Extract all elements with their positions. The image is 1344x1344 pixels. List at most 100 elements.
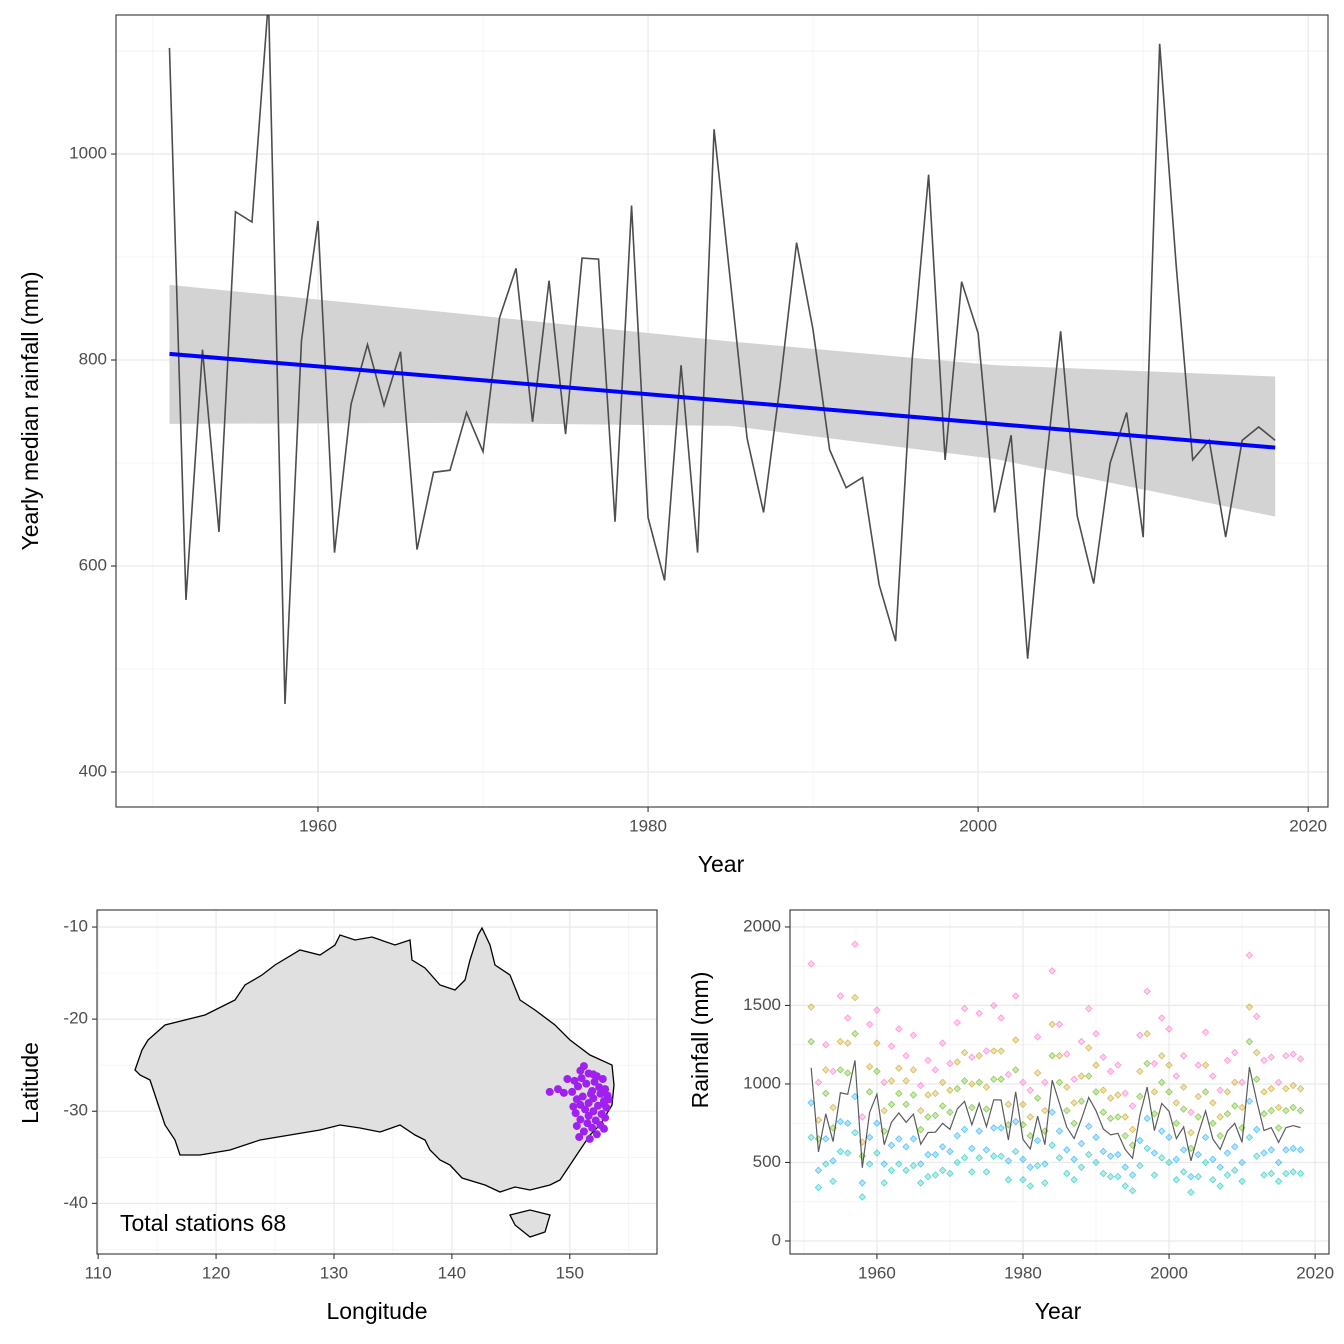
data-point [1216, 1182, 1224, 1190]
data-point [1128, 1125, 1137, 1134]
data-point [1165, 1088, 1173, 1096]
data-point [1187, 1188, 1195, 1197]
data-point [1055, 1127, 1064, 1135]
station-point [586, 1089, 595, 1098]
data-point [1296, 1106, 1305, 1115]
axes-layer: 1960 1980 2000 2020 400 600 800 1000 Year Yearly … [17, 14, 1334, 1324]
data-point [843, 1119, 852, 1127]
data-point [807, 1133, 815, 1142]
data-point [1033, 1069, 1042, 1077]
data-point [1209, 1099, 1217, 1107]
data-point [1048, 967, 1056, 975]
data-point [1048, 1108, 1056, 1116]
data-point [1282, 1084, 1290, 1093]
data-point [1194, 1172, 1203, 1181]
data-point [1296, 1084, 1305, 1093]
data-point [887, 1077, 896, 1085]
data-point [1026, 1086, 1035, 1095]
data-point [1011, 1066, 1020, 1074]
data-point [990, 1124, 998, 1132]
data-point [1099, 1086, 1108, 1095]
data-point [829, 1103, 837, 1112]
data-point [1296, 1055, 1305, 1063]
data-point [1274, 1124, 1283, 1132]
data-point [916, 1125, 925, 1134]
x-tick-label: 150 [556, 1263, 584, 1282]
data-point [938, 1166, 947, 1175]
data-point [924, 1091, 932, 1099]
data-point [1165, 1025, 1173, 1033]
data-point [997, 1152, 1005, 1160]
data-point [1216, 1163, 1224, 1171]
data-point [1136, 1031, 1144, 1040]
station-point [569, 1102, 578, 1111]
y-axis-title: Latitude [17, 1042, 43, 1124]
station-point [589, 1070, 598, 1079]
data-point [895, 1135, 903, 1143]
data-point [1201, 1158, 1210, 1167]
data-point [1238, 1103, 1246, 1112]
data-point [1187, 1128, 1195, 1137]
data-point [1106, 1094, 1115, 1102]
data-point [1296, 1169, 1305, 1178]
data-point [1143, 1114, 1151, 1123]
data-point [960, 1077, 969, 1085]
data-point [1216, 1086, 1224, 1095]
data-point [865, 1133, 874, 1142]
data-point [975, 1078, 983, 1087]
y-tick-label: 1000 [743, 1073, 781, 1092]
station-point [559, 1088, 568, 1097]
y-tick-label: 800 [79, 350, 107, 369]
y-tick-label: -40 [63, 1193, 88, 1212]
data-point [975, 1009, 983, 1018]
data-point [1026, 1182, 1035, 1190]
median-line [810, 1060, 1301, 1168]
data-point [873, 1039, 881, 1047]
y-tick-label: 600 [79, 555, 107, 574]
panel-border [789, 909, 1330, 1255]
data-point [814, 1166, 823, 1175]
data-point [968, 1080, 976, 1088]
data-point [1070, 1099, 1078, 1107]
data-point [902, 1166, 910, 1175]
data-point [1041, 1106, 1049, 1115]
data-point [1187, 1144, 1195, 1153]
data-point [1019, 1155, 1027, 1164]
data-point [1099, 1053, 1108, 1062]
plot-area [807, 940, 1305, 1201]
station-point [592, 1130, 601, 1139]
data-point [1274, 1103, 1283, 1112]
data-point [865, 1062, 874, 1071]
data-point [990, 1001, 998, 1010]
data-point [887, 1100, 896, 1109]
y-axis-title: Rainfall (mm) [687, 972, 713, 1109]
data-point [1267, 1106, 1276, 1115]
data-point [1172, 1099, 1181, 1107]
data-point [865, 1020, 874, 1029]
data-point [1231, 1166, 1239, 1175]
data-point [960, 1048, 969, 1057]
data-point [916, 1179, 925, 1187]
data-point [1209, 1072, 1217, 1080]
data-point [1245, 1097, 1254, 1105]
data-point [1245, 1133, 1254, 1142]
data-point [946, 1059, 954, 1068]
data-point [1252, 1012, 1261, 1021]
australia-map [134, 926, 615, 1238]
data-point [1041, 1078, 1049, 1087]
data-point [1092, 1061, 1100, 1069]
data-point [1282, 1051, 1290, 1060]
data-point [968, 1103, 976, 1112]
data-point [1289, 1103, 1297, 1112]
data-point [1179, 1051, 1188, 1060]
data-point [814, 1078, 823, 1087]
data-point [1106, 1067, 1115, 1076]
data-point [938, 1039, 947, 1047]
data-point [851, 940, 859, 948]
data-point [1114, 1091, 1122, 1099]
data-point [1252, 1075, 1261, 1084]
data-point [1282, 1169, 1290, 1178]
data-point [1223, 1110, 1232, 1118]
data-point [1070, 1075, 1078, 1084]
